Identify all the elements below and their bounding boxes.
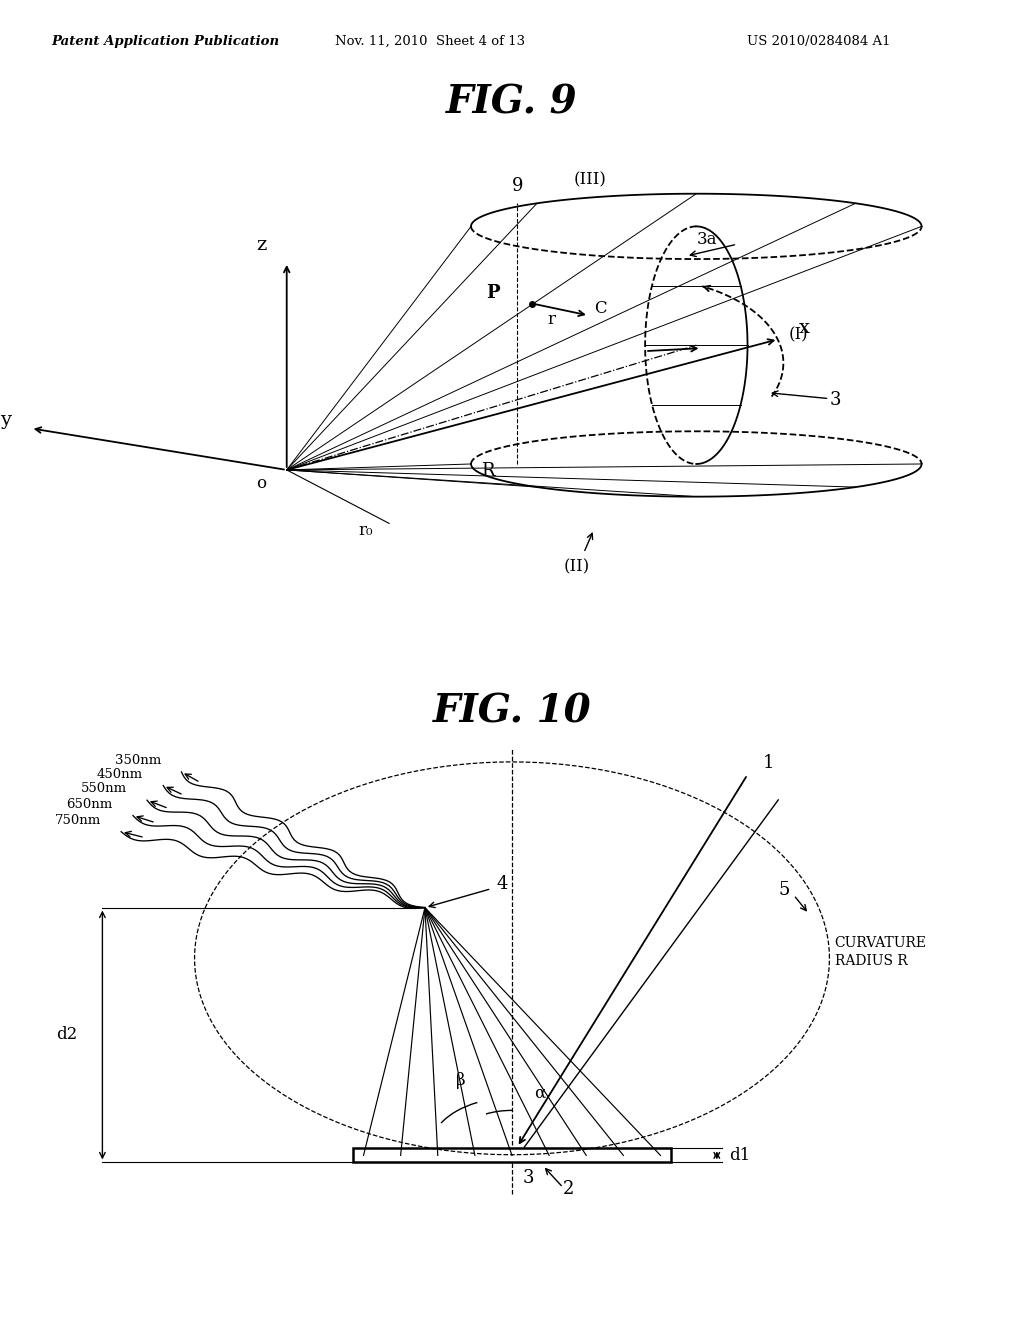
Text: r: r xyxy=(548,312,556,329)
Text: β: β xyxy=(456,1072,465,1089)
Text: d2: d2 xyxy=(56,1027,78,1044)
Text: 4: 4 xyxy=(497,875,508,892)
Text: P: P xyxy=(486,284,500,302)
Text: (III): (III) xyxy=(573,172,606,189)
Text: 3a: 3a xyxy=(696,231,717,248)
Text: CURVATURE
RADIUS R: CURVATURE RADIUS R xyxy=(835,936,927,968)
Bar xyxy=(353,1148,671,1163)
Text: C: C xyxy=(594,300,606,317)
Text: R: R xyxy=(481,462,495,480)
Text: Nov. 11, 2010  Sheet 4 of 13: Nov. 11, 2010 Sheet 4 of 13 xyxy=(335,34,525,48)
Text: (I): (I) xyxy=(788,326,808,343)
Text: o: o xyxy=(256,475,266,492)
Text: 450nm: 450nm xyxy=(96,767,142,780)
Text: 1: 1 xyxy=(763,754,774,772)
Text: d1: d1 xyxy=(729,1147,751,1164)
Text: 3: 3 xyxy=(522,1170,534,1187)
Text: Patent Application Publication: Patent Application Publication xyxy=(51,34,280,48)
Text: 550nm: 550nm xyxy=(81,783,127,795)
Text: z: z xyxy=(256,236,266,255)
Text: US 2010/0284084 A1: US 2010/0284084 A1 xyxy=(748,34,891,48)
Text: 750nm: 750nm xyxy=(54,813,100,826)
Text: 5: 5 xyxy=(778,880,790,899)
Text: 9: 9 xyxy=(512,177,523,195)
Text: x: x xyxy=(799,319,810,338)
Text: 2: 2 xyxy=(563,1180,574,1199)
Text: y: y xyxy=(0,412,11,429)
Text: 3: 3 xyxy=(829,391,841,409)
Text: FIG. 10: FIG. 10 xyxy=(433,692,591,730)
Text: (II): (II) xyxy=(563,558,590,576)
Text: r₀: r₀ xyxy=(358,523,373,540)
Text: FIG. 9: FIG. 9 xyxy=(446,84,578,121)
Text: 650nm: 650nm xyxy=(67,797,113,810)
Text: α: α xyxy=(535,1085,546,1102)
Text: 350nm: 350nm xyxy=(115,754,161,767)
